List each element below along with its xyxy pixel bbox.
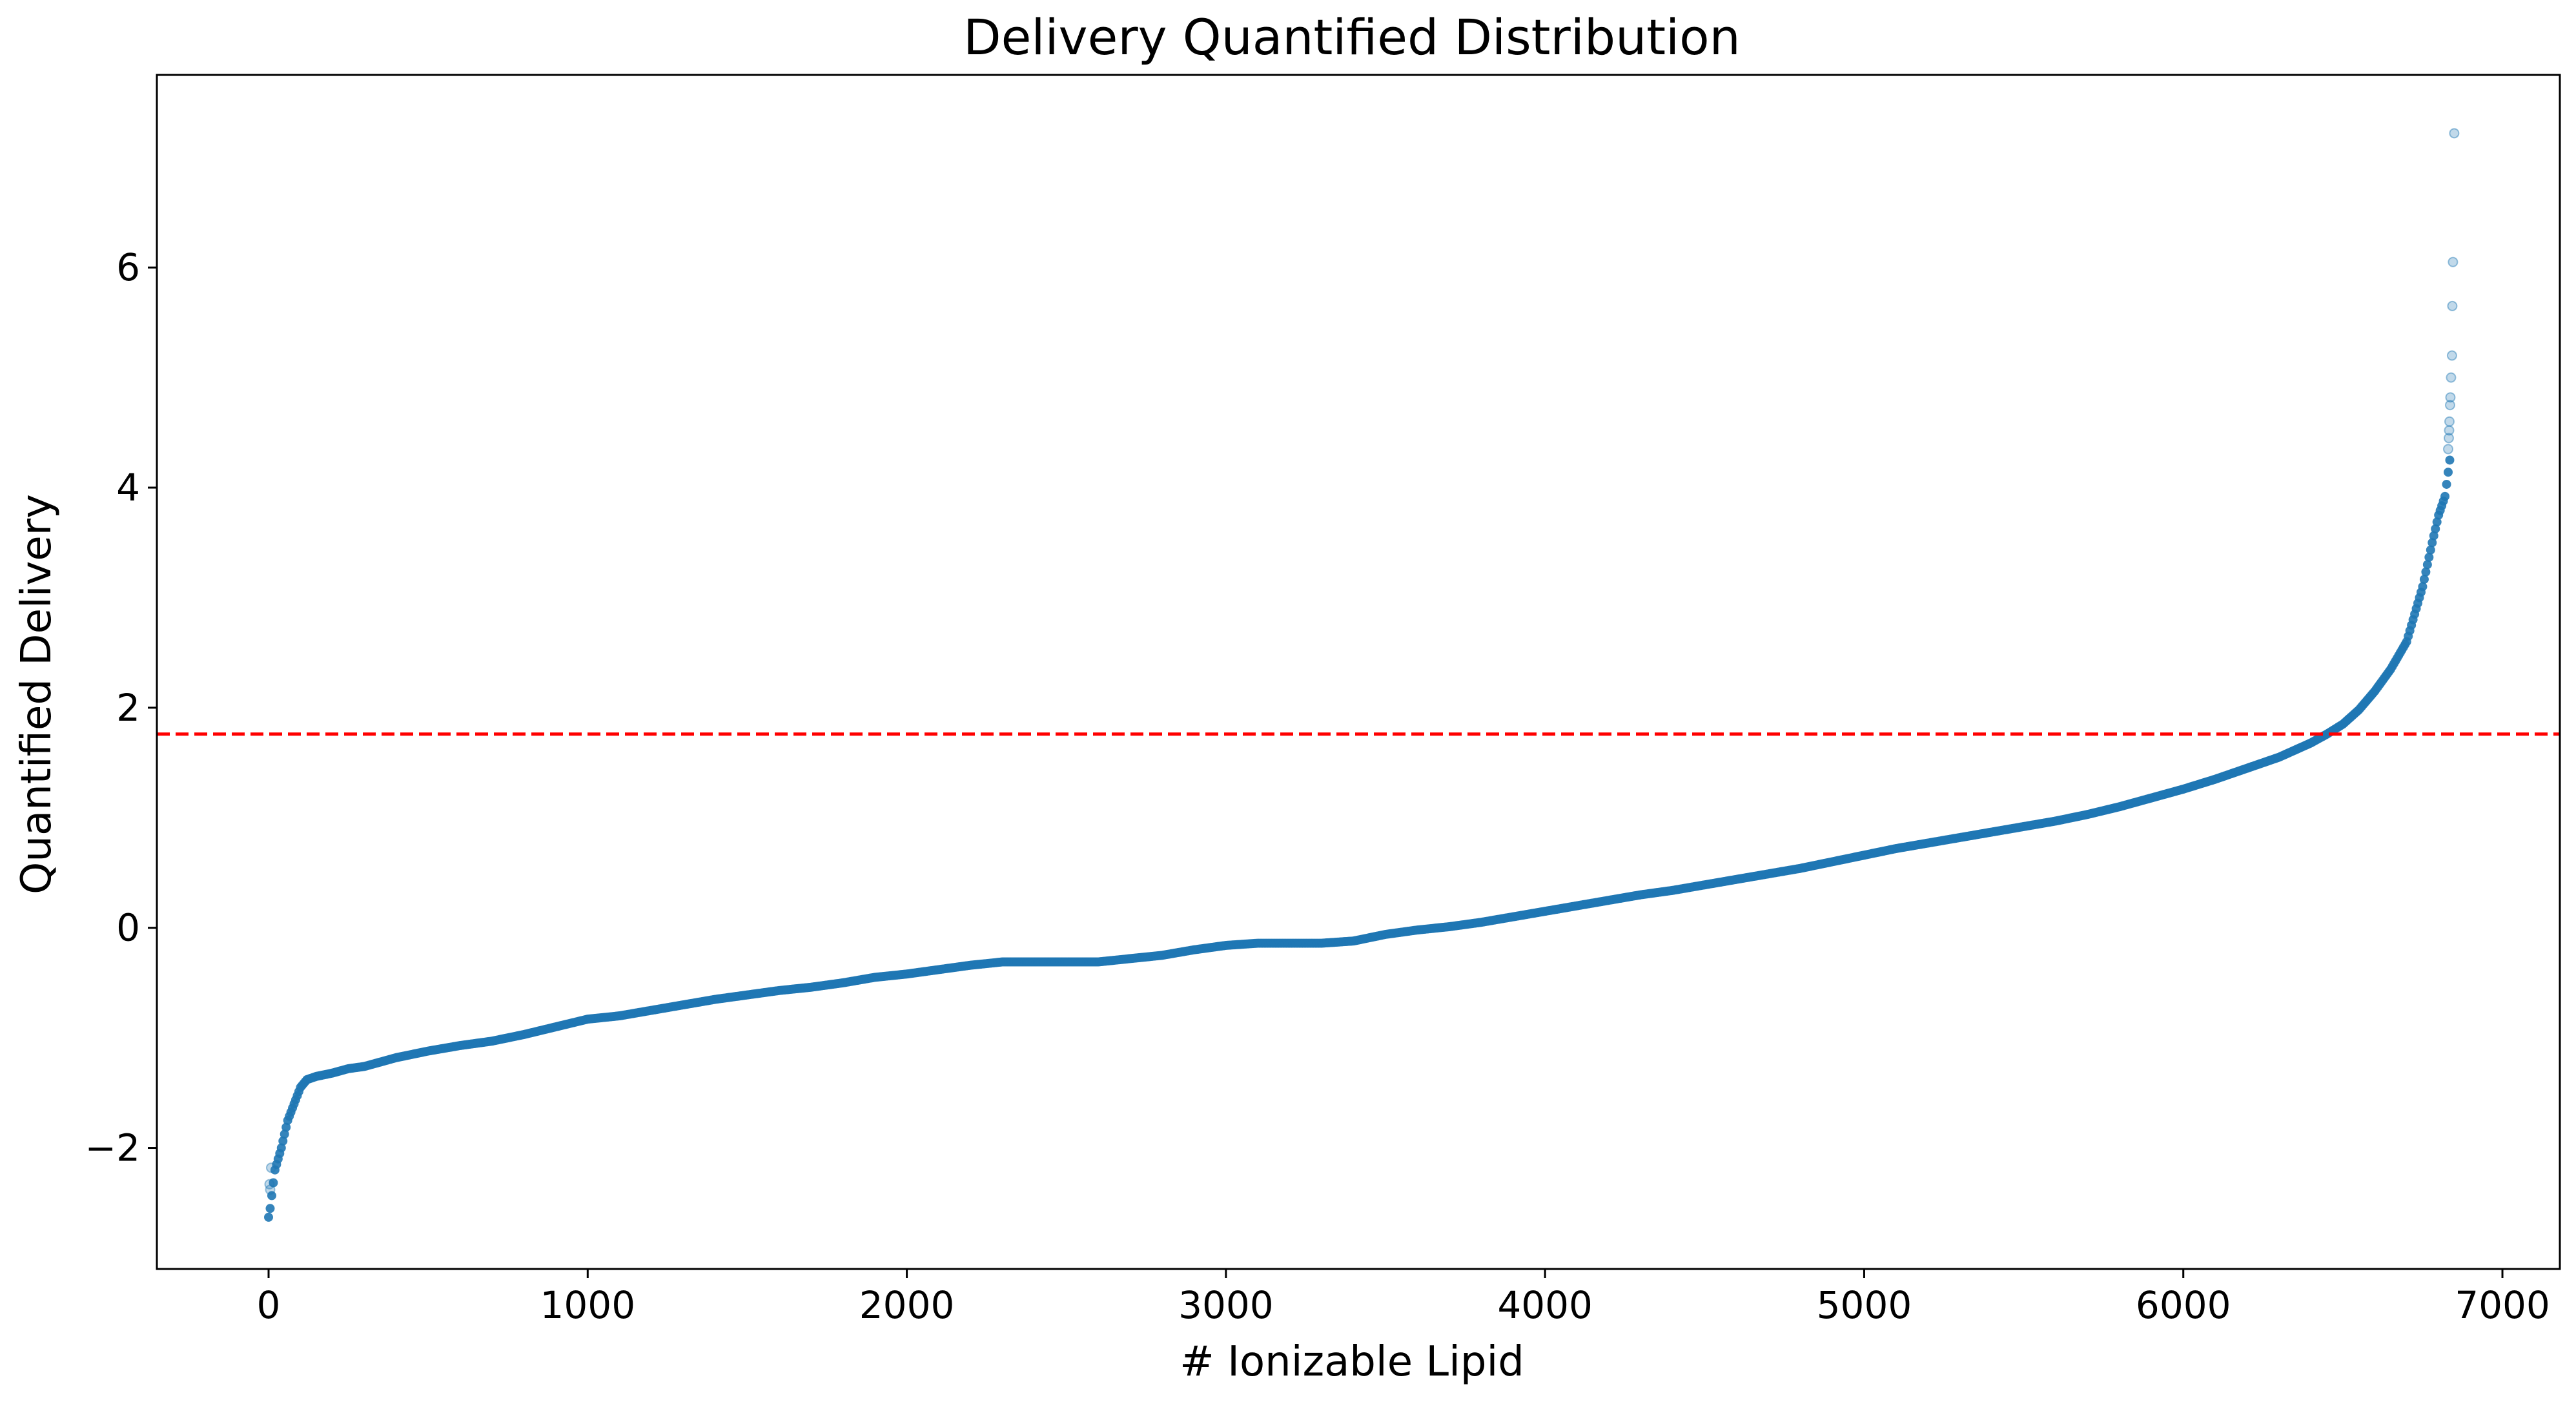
outlier-point [265,1162,276,1173]
x-tick-label: 7000 [2455,1283,2550,1327]
y-tick-label: 2 [116,686,140,730]
y-tick-label: −2 [85,1126,141,1170]
data-point [2421,567,2431,577]
outlier-point [2443,433,2454,444]
outlier-point [2446,350,2457,361]
x-tick-label: 0 [257,1283,281,1327]
data-point [2419,575,2429,584]
data-point [2445,455,2455,465]
outlier-point [2444,425,2455,436]
outlier-point [2442,444,2453,455]
chart-title: Delivery Quantified Distribution [963,8,1741,66]
y-tick-label: 0 [116,906,140,950]
outlier-point [264,1179,275,1190]
x-axis-label: # Ionizable Lipid [1180,1338,1524,1386]
outlier-point [2444,416,2455,427]
data-point [2429,531,2438,541]
data-point [281,1122,291,1132]
outlier-point [2448,256,2458,267]
x-tick-label: 1000 [540,1283,635,1327]
outlier-point [2446,372,2457,383]
data-point [2443,468,2453,477]
marks-layer [264,128,2460,1222]
data-point [267,1191,276,1201]
data-point [2432,517,2442,527]
data-point [2422,560,2432,570]
x-tick-label: 4000 [1497,1283,1593,1327]
outlier-point [2444,400,2455,411]
data-point [269,1178,278,1188]
data-point [264,1212,274,1222]
data-point [2426,545,2435,555]
outlier-point [2449,128,2460,139]
data-point [265,1204,275,1213]
data-point [2418,582,2428,592]
data-point [280,1129,289,1139]
x-tick-label: 3000 [1178,1283,1274,1327]
x-tick-label: 6000 [2136,1283,2231,1327]
data-point [2431,524,2440,533]
plot-area [156,74,2561,1270]
data-point [278,1136,288,1146]
x-axis: 0 1000 2000 3000 4000 5000 6000 7000 [257,1269,2550,1327]
outlier-point [265,1184,276,1195]
outlier-point [2447,300,2458,311]
y-axis: −2 0 2 4 6 [85,245,157,1170]
data-point [2442,479,2451,489]
x-tick-label: 5000 [1817,1283,1912,1327]
data-point [2424,552,2434,562]
outlier-point [2445,392,2456,403]
y-tick-label: 6 [116,245,140,289]
data-point [2428,538,2437,548]
y-tick-label: 4 [116,466,140,510]
axes-frame [156,74,2561,1270]
y-axis-label: Quantified Delivery [13,494,61,894]
x-tick-label: 2000 [859,1283,955,1327]
data-point [276,1143,286,1153]
data-point [2440,491,2450,501]
